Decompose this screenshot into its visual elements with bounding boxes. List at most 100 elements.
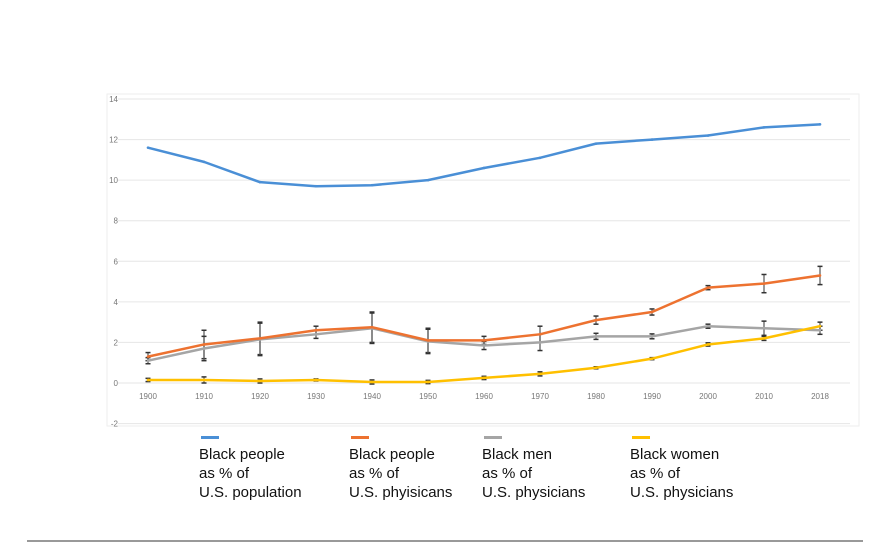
- data-point: [314, 184, 318, 188]
- data-point: [314, 333, 318, 336]
- legend-label-line: as % of: [630, 465, 681, 482]
- data-point: [146, 378, 150, 382]
- legend-label-line: Black women: [630, 446, 720, 463]
- legend-label-line: U.S. physicians: [482, 484, 586, 501]
- data-point: [370, 183, 374, 187]
- error-bars: [145, 265, 823, 385]
- x-tick-label: 1910: [195, 392, 213, 401]
- x-tick-label: 1990: [643, 392, 661, 401]
- y-tick-label: 6: [114, 257, 119, 266]
- legend-swatch: [632, 436, 650, 439]
- legend-label-line: as % of: [199, 465, 250, 482]
- line-chart: 14 12 10 8 6 4 2 0 -2 1900 1910 1920 1930 1940 1950 19…: [106, 93, 860, 429]
- x-tick-label: 2010: [755, 392, 773, 401]
- data-point: [762, 282, 766, 285]
- y-tick-label: 8: [114, 217, 119, 226]
- data-point: [762, 337, 766, 340]
- x-tick-label: 1940: [363, 392, 381, 401]
- data-point: [314, 328, 318, 332]
- legend-item: Black people as % of U.S. population: [199, 436, 302, 502]
- data-point: [426, 339, 430, 342]
- data-point: [202, 347, 206, 350]
- data-point: [146, 355, 150, 358]
- series-line-3: [148, 324, 821, 384]
- data-point: [650, 138, 654, 141]
- data-point: [482, 376, 486, 380]
- legend-label-line: U.S. phyisicans: [349, 484, 453, 501]
- legend-label-line: Black men: [482, 446, 553, 463]
- data-point: [370, 380, 374, 384]
- legend-label-line: Black people: [199, 446, 285, 463]
- data-point: [538, 341, 542, 344]
- x-axis-ticks: 1900 1910 1920 1930 1940 1950 1960 1970 1980 1990…: [139, 392, 829, 401]
- data-point: [482, 339, 486, 342]
- data-point: [818, 328, 822, 332]
- data-point: [202, 343, 206, 346]
- x-tick-label: 1920: [251, 392, 269, 401]
- data-point: [258, 180, 262, 184]
- legend-label: Black women as % of U.S. physicians: [630, 445, 733, 502]
- data-point: [202, 378, 206, 382]
- data-point: [706, 324, 710, 328]
- plot-frame: [106, 93, 860, 427]
- data-point: [818, 274, 822, 277]
- y-tick-label: 0: [114, 379, 119, 388]
- data-point: [818, 123, 822, 126]
- legend-label-line: as % of: [482, 465, 533, 482]
- data-point: [762, 326, 766, 330]
- series-line-0: [147, 123, 821, 188]
- data-point: [650, 310, 654, 314]
- data-point: [538, 333, 542, 336]
- data-point: [706, 134, 710, 137]
- x-tick-label: 2000: [699, 392, 717, 401]
- data-point: [538, 156, 542, 160]
- data-point: [594, 366, 598, 370]
- gridlines: [118, 98, 850, 425]
- legend-swatch: [484, 436, 502, 439]
- data-point: [426, 178, 430, 182]
- y-tick-label: -2: [111, 420, 119, 429]
- x-tick-label: 1960: [475, 392, 493, 401]
- y-tick-label: 12: [109, 136, 118, 145]
- data-point: [594, 335, 598, 338]
- data-point: [426, 380, 430, 384]
- x-tick-label: 2018: [811, 392, 829, 401]
- legend-swatch: [351, 436, 369, 439]
- legend-label-line: U.S. population: [199, 484, 302, 501]
- data-point: [258, 337, 262, 340]
- x-tick-label: 1950: [419, 392, 437, 401]
- data-point: [818, 324, 822, 328]
- data-point: [762, 126, 766, 129]
- x-tick-label: 1930: [307, 392, 325, 401]
- y-tick-label: 10: [109, 176, 118, 185]
- legend-item: Black women as % of U.S. physicians: [630, 436, 733, 502]
- series-lines: [146, 123, 822, 384]
- data-point: [202, 160, 206, 164]
- data-point: [594, 318, 598, 322]
- y-axis-ticks: 14 12 10 8 6 4 2 0 -2: [109, 95, 118, 429]
- data-point: [538, 372, 542, 376]
- data-point: [706, 343, 710, 346]
- data-point: [594, 142, 598, 145]
- data-point: [650, 357, 654, 360]
- y-tick-label: 14: [109, 95, 118, 104]
- y-tick-label: 4: [114, 298, 119, 307]
- legend-label-line: U.S. physicians: [630, 484, 734, 501]
- data-point: [706, 286, 710, 289]
- data-point: [650, 335, 654, 338]
- data-point: [258, 379, 262, 383]
- data-point: [482, 166, 486, 170]
- legend-item: Black people as % of U.S. phyisicans: [349, 436, 452, 502]
- legend-label: Black men as % of U.S. physicians: [482, 445, 585, 502]
- data-point: [146, 146, 150, 149]
- legend-label: Black people as % of U.S. phyisicans: [349, 445, 452, 502]
- x-tick-label: 1970: [531, 392, 549, 401]
- legend-label-line: as % of: [349, 465, 400, 482]
- legend-item: Black men as % of U.S. physicians: [482, 436, 585, 502]
- data-point: [370, 325, 374, 329]
- legend-swatch: [201, 436, 219, 439]
- data-point: [146, 359, 150, 362]
- y-tick-label: 2: [114, 338, 119, 347]
- legend-label-line: Black people: [349, 446, 435, 463]
- x-tick-label: 1900: [139, 392, 157, 401]
